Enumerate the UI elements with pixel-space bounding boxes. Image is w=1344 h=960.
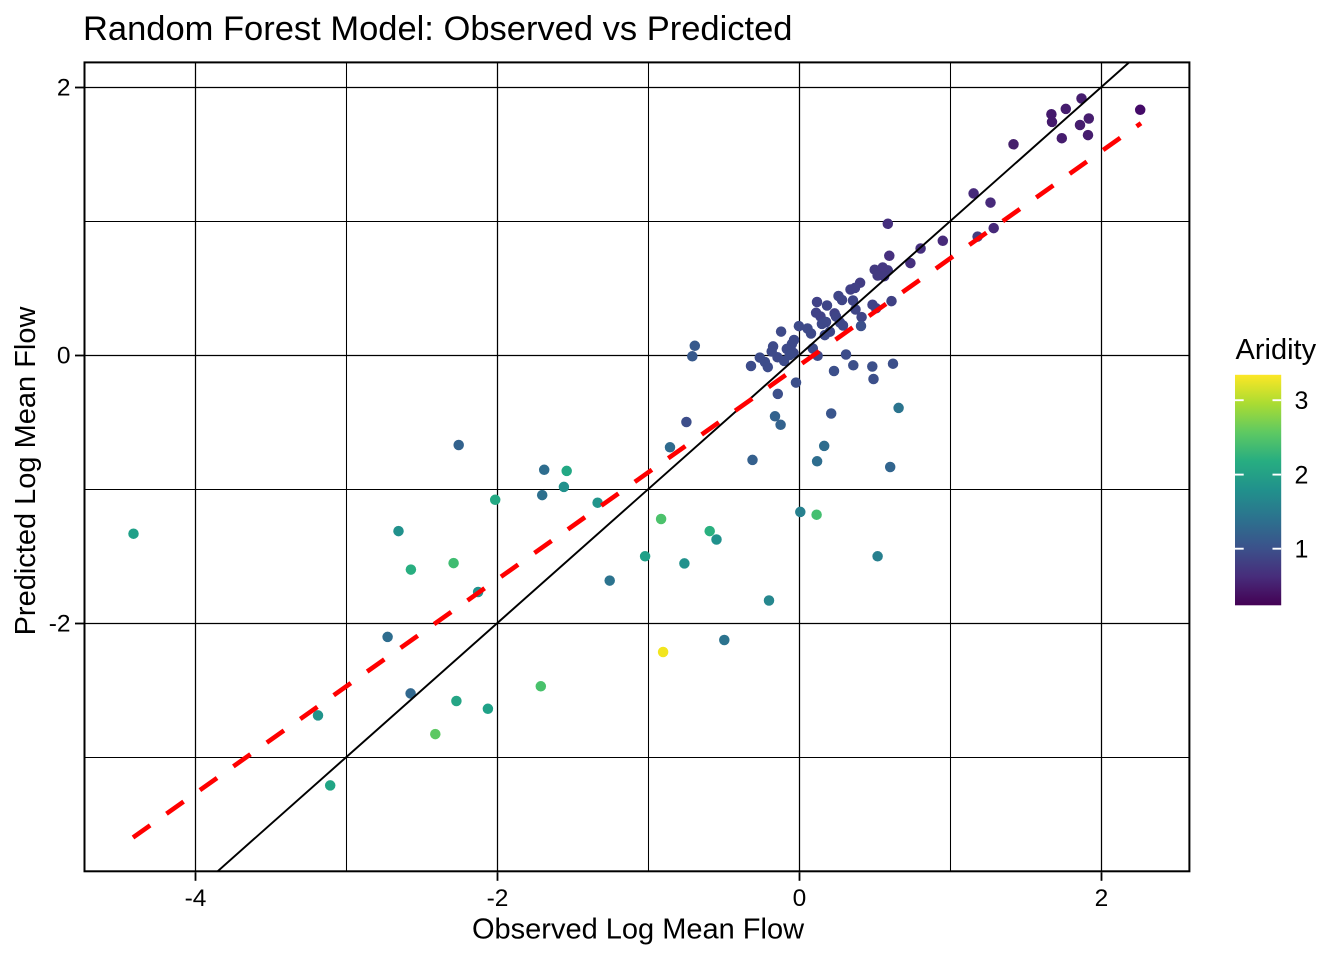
svg-text:2: 2 [1095,885,1109,912]
svg-text:-4: -4 [185,885,207,912]
svg-text:-2: -2 [49,611,71,638]
svg-text:Observed Log Mean Flow: Observed Log Mean Flow [472,914,805,946]
svg-text:2: 2 [1295,461,1309,489]
svg-text:1: 1 [1295,535,1309,563]
svg-text:Predicted Log Mean Flow: Predicted Log Mean Flow [10,306,42,636]
svg-text:3: 3 [1295,387,1309,415]
svg-text:0: 0 [57,343,71,370]
svg-text:Random Forest Model: Observed: Random Forest Model: Observed vs Predict… [83,10,792,48]
svg-text:2: 2 [57,75,71,102]
svg-text:Aridity: Aridity [1236,334,1317,366]
svg-text:-2: -2 [487,885,509,912]
svg-text:0: 0 [793,885,807,912]
